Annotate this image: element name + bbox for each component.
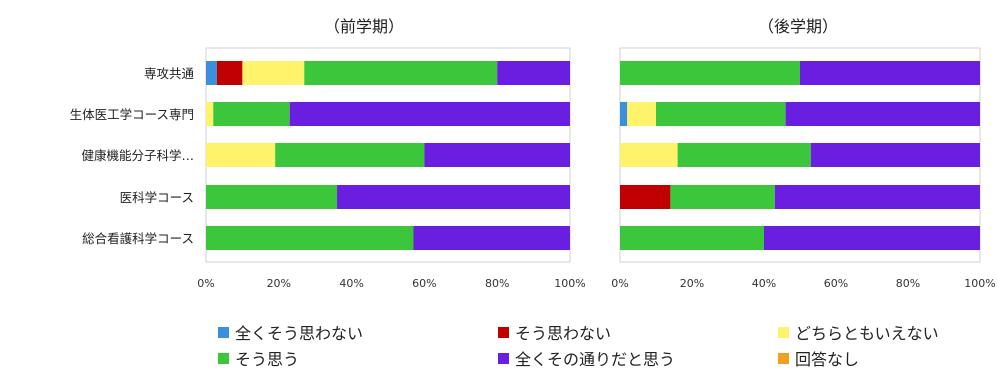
legend-item-6: 回答なし	[778, 346, 859, 370]
bar-right-r4-s4	[670, 185, 775, 209]
bar-right-r2-s4	[656, 102, 786, 126]
bar-left-r2-s4	[213, 102, 290, 126]
chart-title-left: （前学期）	[324, 17, 404, 36]
x-tick-right-3: 60%	[824, 277, 848, 290]
bar-left-r1-s3	[242, 61, 305, 85]
bar-left-r3-s4	[275, 143, 425, 167]
bar-right-r1-s5	[800, 61, 980, 85]
legend-swatch-4	[218, 352, 229, 364]
category-label-2: 生体医工学コース専門	[70, 107, 194, 122]
x-tick-right-5: 100%	[964, 277, 995, 290]
bar-right-r3-s3	[620, 143, 678, 167]
category-label-1: 専攻共通	[144, 66, 195, 81]
x-tick-left-4: 80%	[485, 277, 509, 290]
x-tick-right-0: 0%	[611, 277, 628, 290]
legend-item-2: そう思わない	[498, 320, 611, 344]
legend-swatch-6	[778, 352, 789, 364]
bar-right-r2-s1	[620, 102, 628, 126]
bar-left-r4-s5	[337, 185, 570, 209]
legend-label-6: 回答なし	[795, 350, 860, 369]
bar-right-r3-s4	[677, 143, 811, 167]
x-tick-right-1: 20%	[680, 277, 704, 290]
bar-left-r3-s5	[424, 143, 570, 167]
legend-swatch-3	[778, 326, 789, 338]
category-label-3: 健康機能分子科学…	[81, 148, 194, 163]
legend-label-5: 全くその通りだと思う	[515, 350, 676, 369]
x-tick-left-2: 40%	[339, 277, 363, 290]
bar-left-r3-s3	[206, 143, 276, 167]
bar-right-r2-s5	[785, 102, 980, 126]
legend-label-2: そう思わない	[515, 324, 612, 343]
legend-item-5: 全くその通りだと思う	[498, 346, 675, 370]
chart-right: （後学期） 0% 20% 40% 60% 80% 100%	[611, 17, 995, 290]
bar-right-r2-s3	[627, 102, 656, 126]
legend-item-4: そう思う	[218, 346, 299, 370]
bar-right-r1-s4	[620, 61, 800, 85]
bar-left-r5-s4	[206, 226, 414, 250]
bar-left-r4-s4	[206, 185, 338, 209]
bar-right-r4-s2	[620, 185, 671, 209]
category-label-4: 医科学コース	[120, 190, 194, 205]
x-tick-left-0: 0%	[197, 277, 214, 290]
bar-right-r3-s5	[810, 143, 980, 167]
x-tick-right-4: 80%	[896, 277, 920, 290]
bar-left-r1-s1	[206, 61, 217, 85]
bar-right-r5-s5	[764, 226, 980, 250]
bar-right-r5-s4	[620, 226, 764, 250]
legend-label-3: どちらともいえない	[795, 324, 939, 343]
x-tick-right-2: 40%	[752, 277, 776, 290]
legend-swatch-2	[498, 326, 509, 338]
bar-left-r5-s5	[413, 226, 570, 250]
bar-left-r1-s2	[216, 61, 243, 85]
legend-item-1: 全くそう思わない	[218, 320, 363, 344]
x-tick-left-5: 100%	[554, 277, 585, 290]
x-tick-left-1: 20%	[267, 277, 291, 290]
category-label-5: 総合看護科学コース	[82, 231, 194, 246]
bar-left-r2-s3	[206, 102, 214, 126]
chart-title-right: （後学期）	[758, 17, 838, 36]
legend-label-1: 全くそう思わない	[235, 324, 364, 343]
legend-label-4: そう思う	[235, 350, 300, 369]
x-tick-left-3: 60%	[412, 277, 436, 290]
legend-swatch-5	[498, 352, 509, 364]
bar-right-r4-s5	[774, 185, 980, 209]
bar-left-r1-s4	[304, 61, 498, 85]
bar-left-r2-s5	[289, 102, 570, 126]
legend-swatch-1	[218, 326, 229, 338]
legend-item-3: どちらともいえない	[778, 320, 939, 344]
bar-left-r1-s5	[497, 61, 570, 85]
